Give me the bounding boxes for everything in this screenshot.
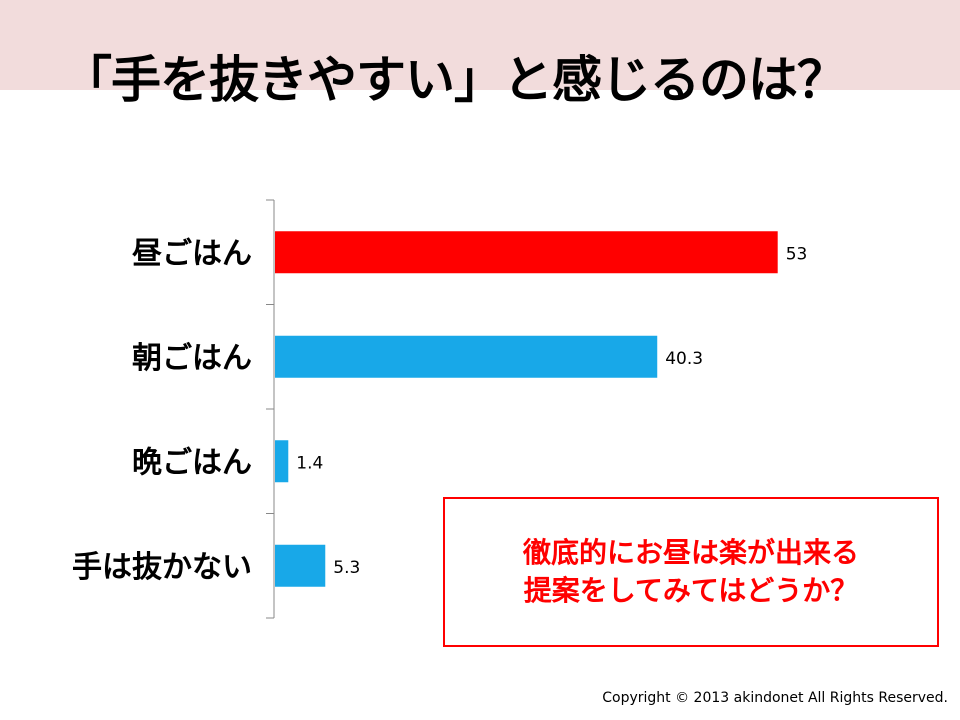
callout-box: 徹底的にお昼は楽が出来る 提案をしてみてはどうか？: [443, 497, 939, 647]
category-label: 朝ごはん: [132, 341, 252, 376]
data-label: 40.3: [665, 349, 703, 369]
callout-line-1: 徹底的にお昼は楽が出来る: [522, 536, 859, 570]
copyright-text: Copyright © 2013 akindonet All Rights Re…: [602, 690, 948, 706]
header-band: [0, 0, 960, 90]
data-label: 5.3: [333, 558, 360, 578]
data-label: 1.4: [296, 453, 323, 473]
bar-2: [275, 335, 658, 378]
page-title: 「手を抜きやすい」と感じるのは？: [62, 51, 847, 109]
category-label: 晩ごはん: [132, 445, 252, 480]
category-label: 手は抜かない: [72, 550, 252, 585]
bar-1: [275, 231, 778, 274]
data-label: 53: [786, 244, 808, 264]
bar-4: [275, 544, 326, 587]
callout-line-2: 提案をしてみてはどうか？: [523, 574, 859, 607]
category-label: 昼ごはん: [132, 236, 252, 271]
bar-3: [275, 440, 289, 483]
